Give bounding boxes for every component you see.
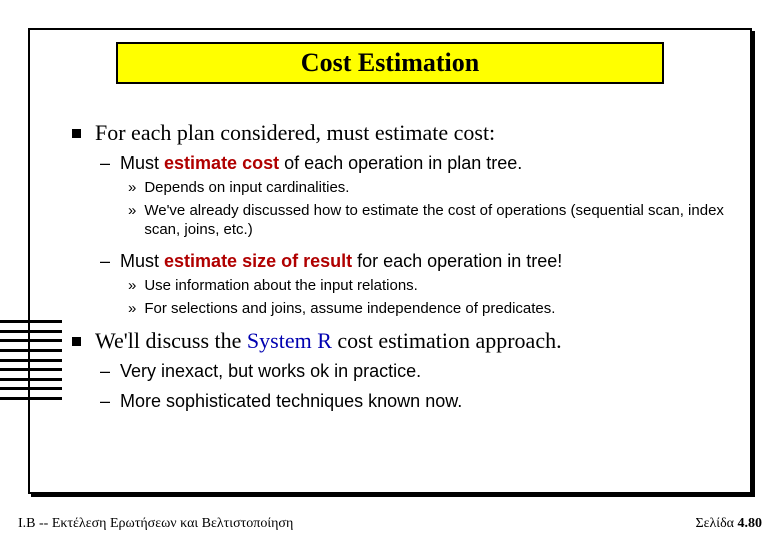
footer: I.B -- Εκτέλεση Ερωτήσεων και Βελτιστοπο…	[18, 516, 762, 532]
bullet-2a: – Very inexact, but works ok in practice…	[100, 360, 732, 383]
bullet-1: For each plan considered, must estimate …	[72, 120, 732, 146]
bullet-2b: – More sophisticated techniques known no…	[100, 390, 732, 413]
bullet-1-text: For each plan considered, must estimate …	[95, 120, 495, 146]
dash-icon: –	[100, 152, 110, 175]
bullet-1b-ii: » For selections and joins, assume indep…	[128, 299, 732, 319]
raquo-icon: »	[128, 178, 136, 198]
bullet-1a-ii: » We've already discussed how to estimat…	[128, 201, 732, 240]
bullet-1b-text: Must estimate size of result for each op…	[120, 250, 562, 273]
dash-icon: –	[100, 250, 110, 273]
square-bullet-icon	[72, 337, 81, 346]
bullet-1a: – Must estimate cost of each operation i…	[100, 152, 732, 175]
footer-right: Σελίδα 4.80	[695, 516, 762, 532]
dash-icon: –	[100, 360, 110, 383]
bullet-2-text: We'll discuss the System R cost estimati…	[95, 328, 562, 354]
content-area: For each plan considered, must estimate …	[72, 120, 732, 415]
raquo-icon: »	[128, 276, 136, 296]
dash-icon: –	[100, 390, 110, 413]
bullet-1b-i: » Use information about the input relati…	[128, 276, 732, 296]
bullet-1a-i: » Depends on input cardinalities.	[128, 178, 732, 198]
raquo-icon: »	[128, 299, 136, 319]
slide-title: Cost Estimation	[301, 48, 479, 78]
bullet-2: We'll discuss the System R cost estimati…	[72, 328, 732, 354]
footer-left: I.B -- Εκτέλεση Ερωτήσεων και Βελτιστοπο…	[18, 516, 293, 532]
bullet-1b: – Must estimate size of result for each …	[100, 250, 732, 273]
square-bullet-icon	[72, 129, 81, 138]
raquo-icon: »	[128, 201, 136, 221]
title-box: Cost Estimation	[116, 42, 664, 84]
bullet-1a-text: Must estimate cost of each operation in …	[120, 152, 522, 175]
decorative-stripes	[0, 320, 62, 400]
